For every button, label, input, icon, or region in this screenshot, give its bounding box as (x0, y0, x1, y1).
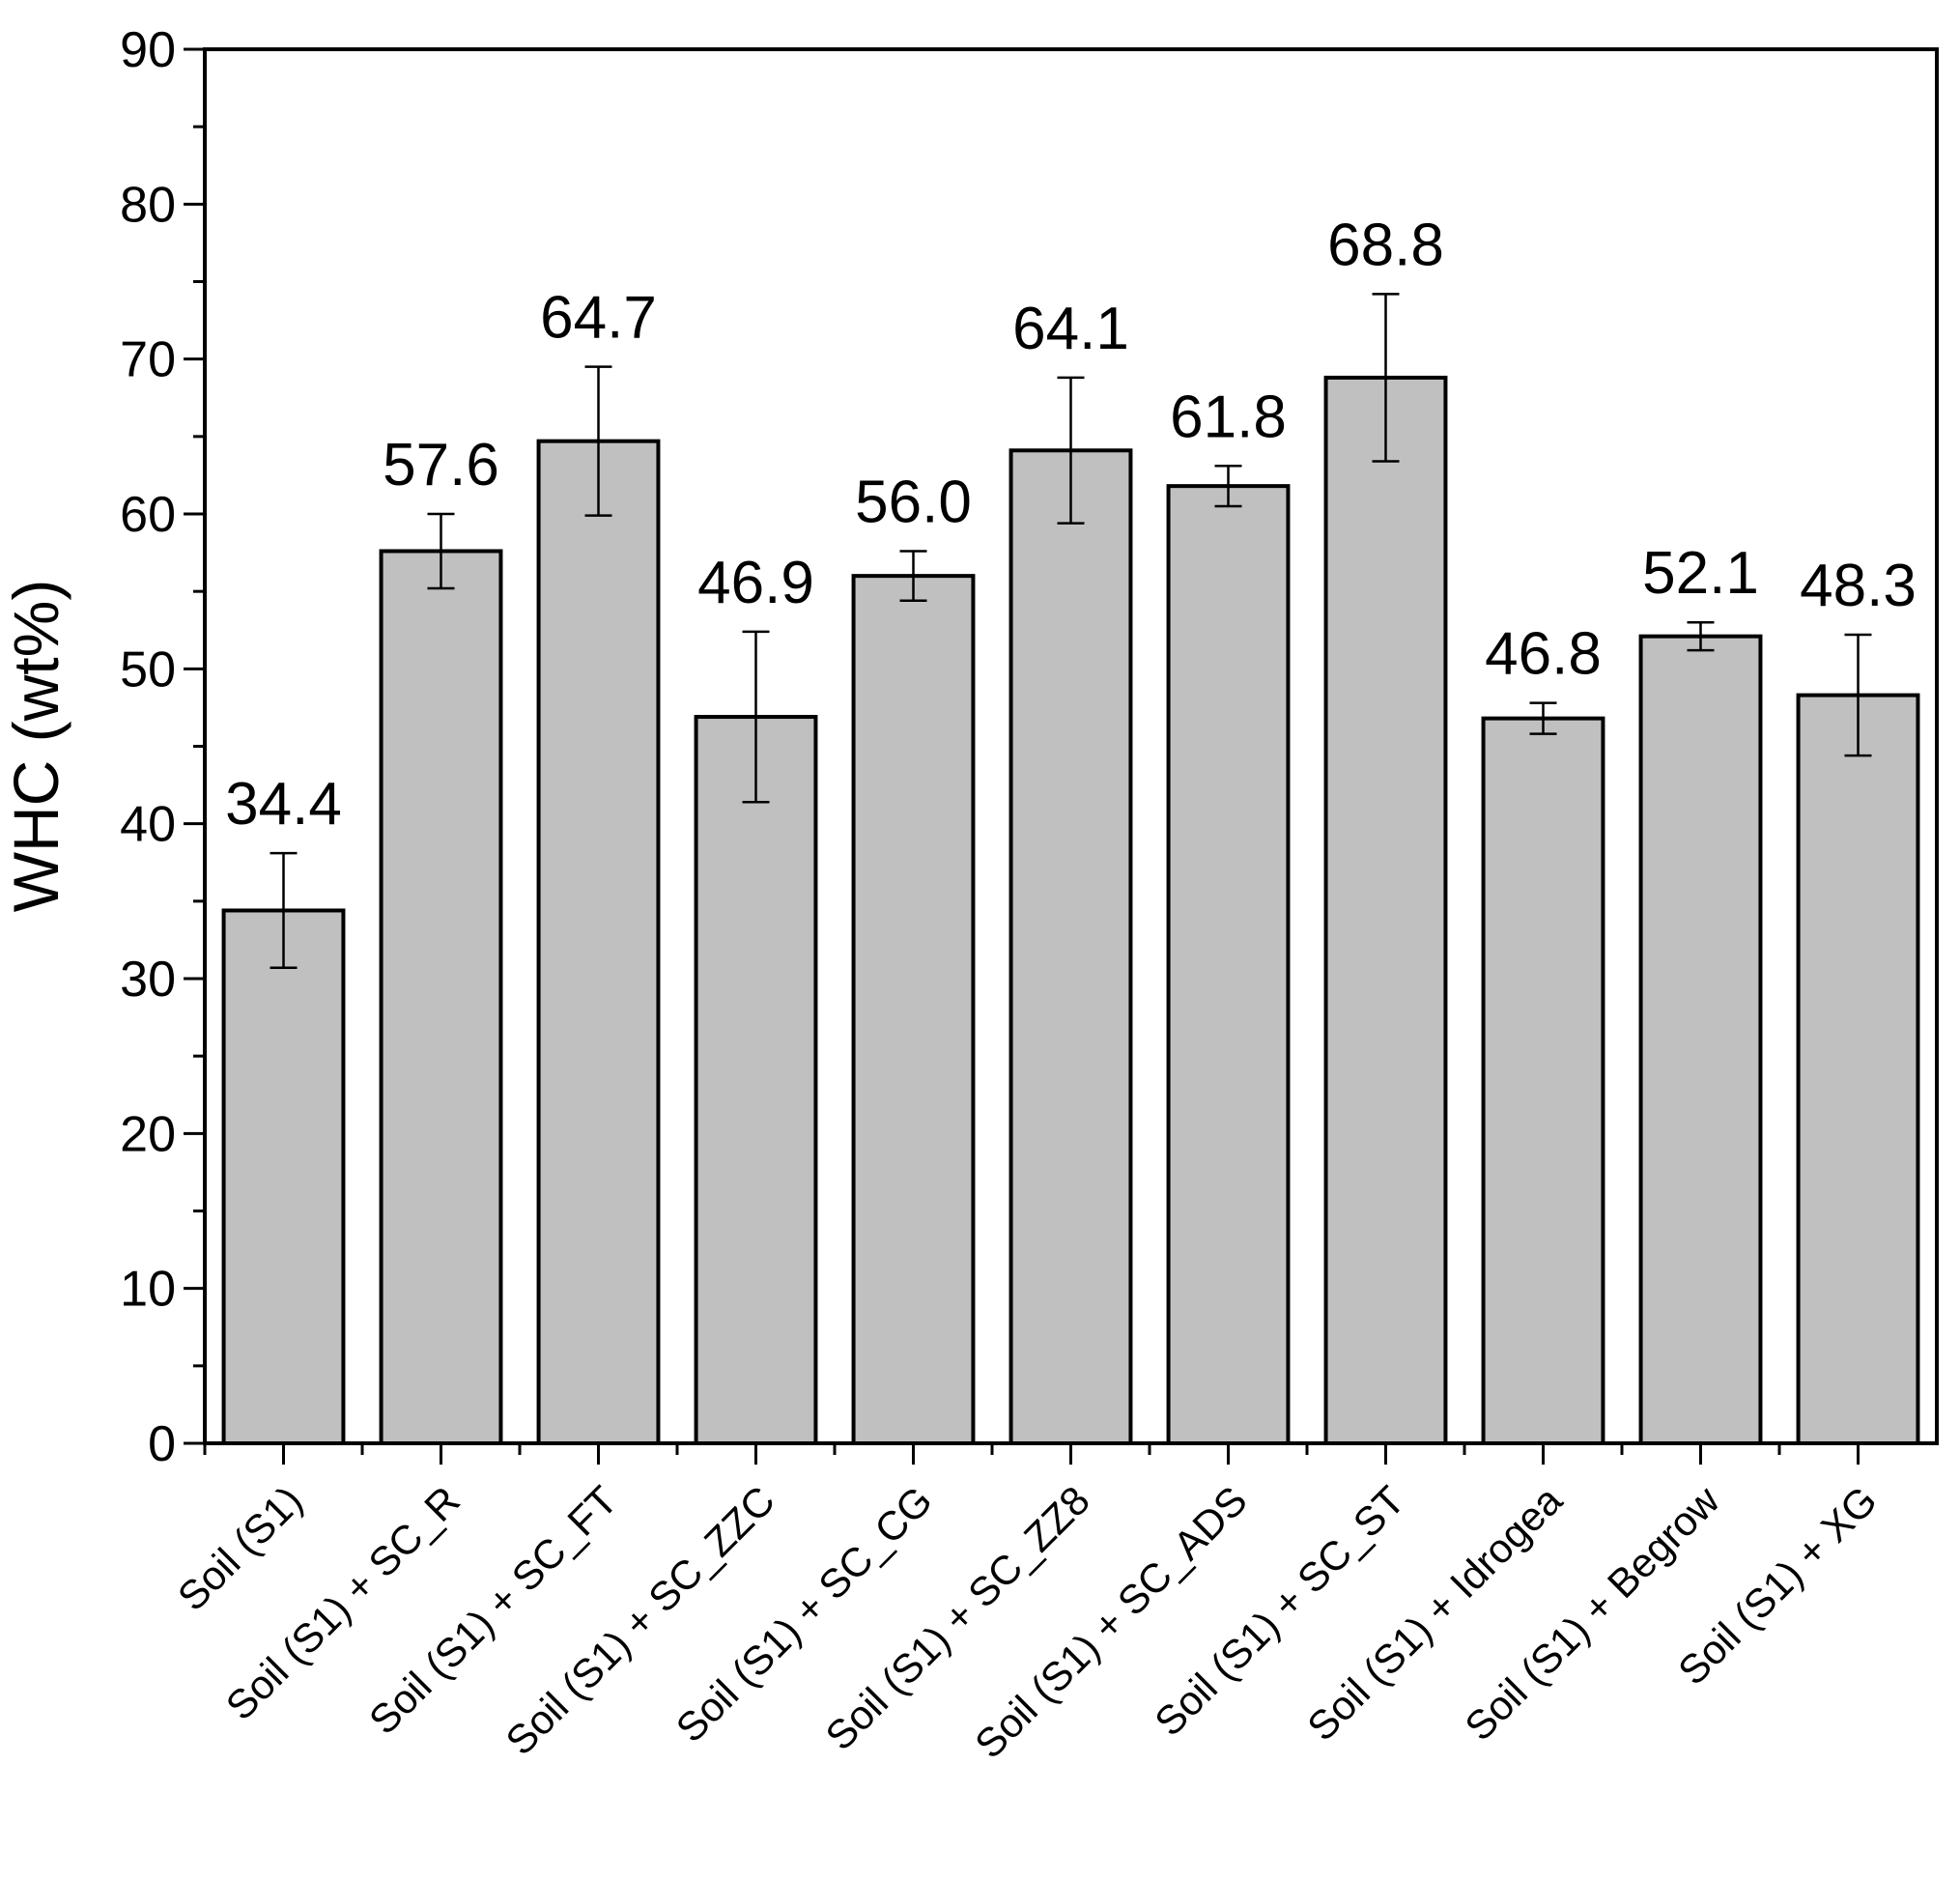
x-tick-label: Soil (S1) (169, 1477, 311, 1619)
error-bar (270, 851, 298, 970)
value-label: 46.9 (697, 550, 814, 616)
x-tick-label: Soil (S1) + SC_ZZ8 (816, 1477, 1098, 1759)
bar (1796, 693, 1920, 1445)
error-bar (584, 365, 612, 517)
y-tick-label: 80 (120, 177, 176, 233)
error-bar (427, 512, 455, 590)
bar (1481, 716, 1605, 1445)
x-tick-label: Soil (S1) + SC_ZZC (497, 1477, 782, 1763)
plot-frame (203, 47, 1939, 1445)
error-bar (1844, 633, 1872, 757)
bar (1638, 634, 1763, 1445)
bar (1166, 484, 1291, 1445)
x-tick-label: Soil (S1) + SC_CG (668, 1477, 941, 1751)
bar (851, 574, 976, 1445)
value-label: 56.0 (855, 469, 972, 535)
value-label: 57.6 (383, 432, 499, 498)
bar (221, 908, 346, 1445)
y-tick-label: 70 (120, 332, 176, 388)
value-label: 48.3 (1800, 553, 1917, 619)
error-bar (899, 550, 927, 603)
y-tick-label: 60 (120, 487, 176, 543)
y-tick-label: 30 (120, 952, 176, 1008)
y-axis-title: WHC (wt%) (0, 580, 71, 913)
error-bar (1057, 376, 1085, 525)
bar (536, 439, 661, 1446)
y-tick-label: 0 (148, 1416, 176, 1472)
x-tick-label: Soil (S1) + SC_ADS (966, 1477, 1256, 1767)
value-label: 64.1 (1012, 296, 1129, 362)
value-label: 52.1 (1642, 540, 1759, 607)
y-tick-label: 20 (120, 1106, 176, 1162)
bar (694, 715, 818, 1445)
error-bar (1687, 620, 1715, 652)
y-tick-label: 10 (120, 1262, 176, 1318)
error-bar (1529, 701, 1557, 735)
bar (1008, 448, 1133, 1446)
error-bar (1214, 465, 1242, 508)
value-label: 61.8 (1170, 384, 1287, 450)
y-tick-label: 50 (120, 641, 176, 698)
bar (1323, 375, 1448, 1446)
value-label: 64.7 (540, 285, 657, 352)
error-bar (742, 630, 770, 804)
value-label: 68.8 (1327, 212, 1444, 278)
y-tick-label: 40 (120, 797, 176, 853)
value-label: 34.4 (225, 771, 342, 838)
bar (379, 549, 503, 1445)
y-tick-label: 90 (120, 22, 176, 78)
error-bar (1372, 293, 1400, 463)
value-label: 46.8 (1485, 621, 1602, 688)
